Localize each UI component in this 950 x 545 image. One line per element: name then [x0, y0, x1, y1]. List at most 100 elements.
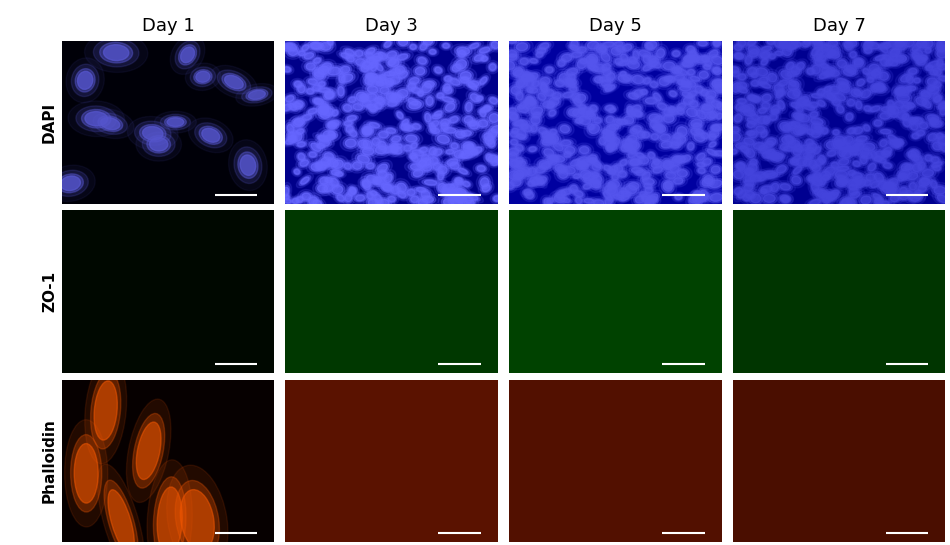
Ellipse shape — [712, 56, 723, 64]
Ellipse shape — [382, 184, 392, 191]
Ellipse shape — [751, 123, 770, 137]
Ellipse shape — [824, 92, 834, 99]
Ellipse shape — [937, 75, 949, 82]
Ellipse shape — [642, 196, 650, 202]
Ellipse shape — [410, 64, 429, 78]
Ellipse shape — [293, 117, 306, 126]
Ellipse shape — [773, 154, 784, 159]
Ellipse shape — [479, 109, 486, 118]
Ellipse shape — [516, 79, 524, 88]
Ellipse shape — [627, 126, 640, 137]
Ellipse shape — [387, 67, 403, 77]
Ellipse shape — [873, 198, 882, 204]
Ellipse shape — [681, 95, 695, 106]
Ellipse shape — [473, 163, 489, 174]
Ellipse shape — [332, 110, 338, 116]
Ellipse shape — [431, 131, 455, 148]
Ellipse shape — [385, 56, 399, 68]
Ellipse shape — [646, 43, 653, 50]
Ellipse shape — [533, 112, 541, 118]
Ellipse shape — [786, 77, 800, 89]
Ellipse shape — [566, 156, 584, 169]
Ellipse shape — [738, 191, 746, 198]
Ellipse shape — [858, 143, 873, 162]
Ellipse shape — [606, 106, 618, 114]
Ellipse shape — [294, 100, 305, 108]
Ellipse shape — [628, 147, 638, 156]
Ellipse shape — [587, 52, 599, 64]
Ellipse shape — [827, 150, 836, 156]
Ellipse shape — [634, 47, 656, 60]
Ellipse shape — [909, 183, 917, 190]
Ellipse shape — [545, 156, 559, 166]
Ellipse shape — [238, 152, 258, 178]
Ellipse shape — [800, 146, 809, 150]
Ellipse shape — [672, 177, 685, 185]
Ellipse shape — [555, 56, 569, 70]
Ellipse shape — [884, 43, 890, 48]
Ellipse shape — [349, 186, 357, 195]
Ellipse shape — [499, 57, 520, 74]
Ellipse shape — [675, 152, 695, 165]
Ellipse shape — [694, 108, 708, 120]
Ellipse shape — [791, 112, 804, 120]
Ellipse shape — [611, 193, 626, 201]
Ellipse shape — [388, 133, 405, 146]
Ellipse shape — [600, 62, 612, 72]
Ellipse shape — [789, 80, 796, 86]
Ellipse shape — [337, 195, 344, 201]
Ellipse shape — [793, 127, 802, 135]
Ellipse shape — [408, 140, 420, 152]
Ellipse shape — [712, 82, 729, 94]
Ellipse shape — [524, 100, 533, 106]
Ellipse shape — [302, 114, 312, 120]
Ellipse shape — [653, 123, 668, 134]
Ellipse shape — [370, 104, 377, 112]
Ellipse shape — [808, 162, 825, 174]
Ellipse shape — [687, 51, 700, 61]
Ellipse shape — [447, 159, 458, 166]
Ellipse shape — [594, 75, 617, 83]
Ellipse shape — [913, 174, 936, 190]
Ellipse shape — [851, 142, 861, 153]
Ellipse shape — [927, 78, 938, 86]
Ellipse shape — [614, 195, 624, 199]
Ellipse shape — [431, 148, 444, 157]
Ellipse shape — [352, 87, 372, 106]
Ellipse shape — [749, 95, 755, 100]
Ellipse shape — [428, 118, 443, 130]
Ellipse shape — [609, 136, 621, 147]
Ellipse shape — [419, 42, 428, 51]
Ellipse shape — [606, 187, 618, 195]
Ellipse shape — [293, 126, 308, 137]
Ellipse shape — [836, 142, 851, 151]
Ellipse shape — [504, 167, 524, 183]
Ellipse shape — [319, 131, 341, 143]
Ellipse shape — [692, 132, 707, 143]
Ellipse shape — [369, 123, 380, 128]
Ellipse shape — [325, 91, 334, 99]
Ellipse shape — [859, 154, 868, 165]
Ellipse shape — [935, 96, 941, 101]
Ellipse shape — [309, 42, 323, 50]
Ellipse shape — [537, 98, 560, 111]
Ellipse shape — [451, 143, 458, 149]
Ellipse shape — [600, 129, 620, 147]
Ellipse shape — [486, 154, 492, 161]
Ellipse shape — [764, 150, 784, 162]
Ellipse shape — [302, 193, 311, 200]
Ellipse shape — [385, 74, 405, 87]
Ellipse shape — [410, 45, 416, 50]
Ellipse shape — [570, 185, 578, 192]
Ellipse shape — [770, 181, 780, 193]
Ellipse shape — [864, 47, 872, 53]
Ellipse shape — [914, 96, 929, 107]
Ellipse shape — [598, 46, 607, 53]
Ellipse shape — [531, 80, 541, 88]
Ellipse shape — [732, 44, 744, 52]
Ellipse shape — [589, 54, 598, 63]
Ellipse shape — [765, 137, 778, 146]
Ellipse shape — [905, 40, 914, 47]
Ellipse shape — [630, 159, 639, 166]
Ellipse shape — [823, 189, 840, 204]
